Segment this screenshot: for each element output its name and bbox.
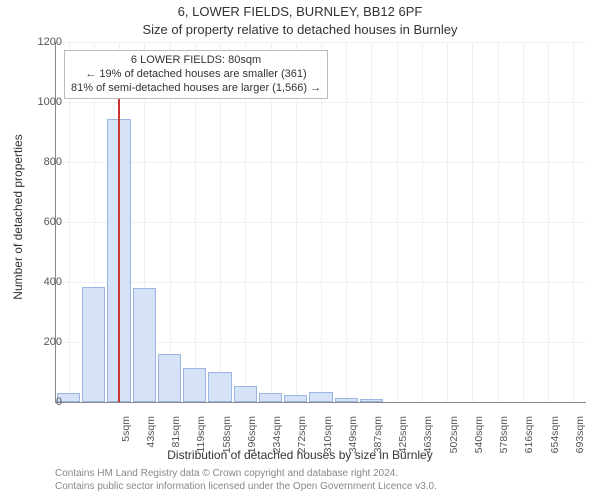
marker-line: [118, 60, 120, 402]
x-tick-label: 196sqm: [246, 416, 258, 476]
chart-title-line1: 6, LOWER FIELDS, BURNLEY, BB12 6PF: [0, 4, 600, 19]
gridline-h: [56, 282, 586, 283]
annotation-line: 81% of semi-detached houses are larger (…: [71, 82, 321, 96]
histogram-bar: [183, 368, 206, 403]
y-tick-label: 600: [22, 216, 62, 228]
histogram-bar: [234, 386, 257, 403]
y-tick-label: 0: [22, 396, 62, 408]
y-tick-label: 400: [22, 276, 62, 288]
histogram-bar: [208, 372, 231, 402]
y-tick-label: 1200: [22, 36, 62, 48]
annotation-line: ← 19% of detached houses are smaller (36…: [71, 68, 321, 82]
x-tick-label: 81sqm: [170, 416, 182, 476]
x-tick-label: 693sqm: [574, 416, 586, 476]
x-tick-label: 502sqm: [448, 416, 460, 476]
gridline-h: [56, 42, 586, 43]
x-tick-label: 43sqm: [145, 416, 157, 476]
histogram-bar: [360, 399, 383, 402]
histogram-bar: [284, 395, 307, 402]
histogram-bar: [82, 287, 105, 403]
x-tick-label: 272sqm: [296, 416, 308, 476]
histogram-bar: [259, 393, 282, 402]
histogram-bar: [335, 398, 358, 403]
histogram-bar: [309, 392, 332, 403]
x-tick-label: 158sqm: [221, 416, 233, 476]
x-tick-label: 349sqm: [347, 416, 359, 476]
annotation-line: 6 LOWER FIELDS: 80sqm: [71, 54, 321, 68]
chart-title-line2: Size of property relative to detached ho…: [0, 22, 600, 37]
histogram-bar: [133, 288, 156, 402]
x-tick-label: 540sqm: [473, 416, 485, 476]
x-tick-label: 578sqm: [498, 416, 510, 476]
x-tick-label: 616sqm: [523, 416, 535, 476]
x-tick-label: 463sqm: [422, 416, 434, 476]
y-tick-label: 200: [22, 336, 62, 348]
x-tick-label: 234sqm: [271, 416, 283, 476]
x-tick-label: 425sqm: [397, 416, 409, 476]
y-tick-label: 800: [22, 156, 62, 168]
y-tick-label: 1000: [22, 96, 62, 108]
gridline-h: [56, 102, 586, 103]
x-tick-label: 387sqm: [372, 416, 384, 476]
annotation-box: 6 LOWER FIELDS: 80sqm← 19% of detached h…: [64, 50, 328, 99]
x-tick-label: 310sqm: [322, 416, 334, 476]
gridline-h: [56, 222, 586, 223]
x-tick-label: 5sqm: [120, 416, 132, 476]
x-tick-label: 654sqm: [549, 416, 561, 476]
x-tick-label: 119sqm: [195, 416, 207, 476]
histogram-bar: [158, 354, 181, 402]
gridline-h: [56, 162, 586, 163]
footer-line2: Contains public sector information licen…: [55, 481, 585, 492]
